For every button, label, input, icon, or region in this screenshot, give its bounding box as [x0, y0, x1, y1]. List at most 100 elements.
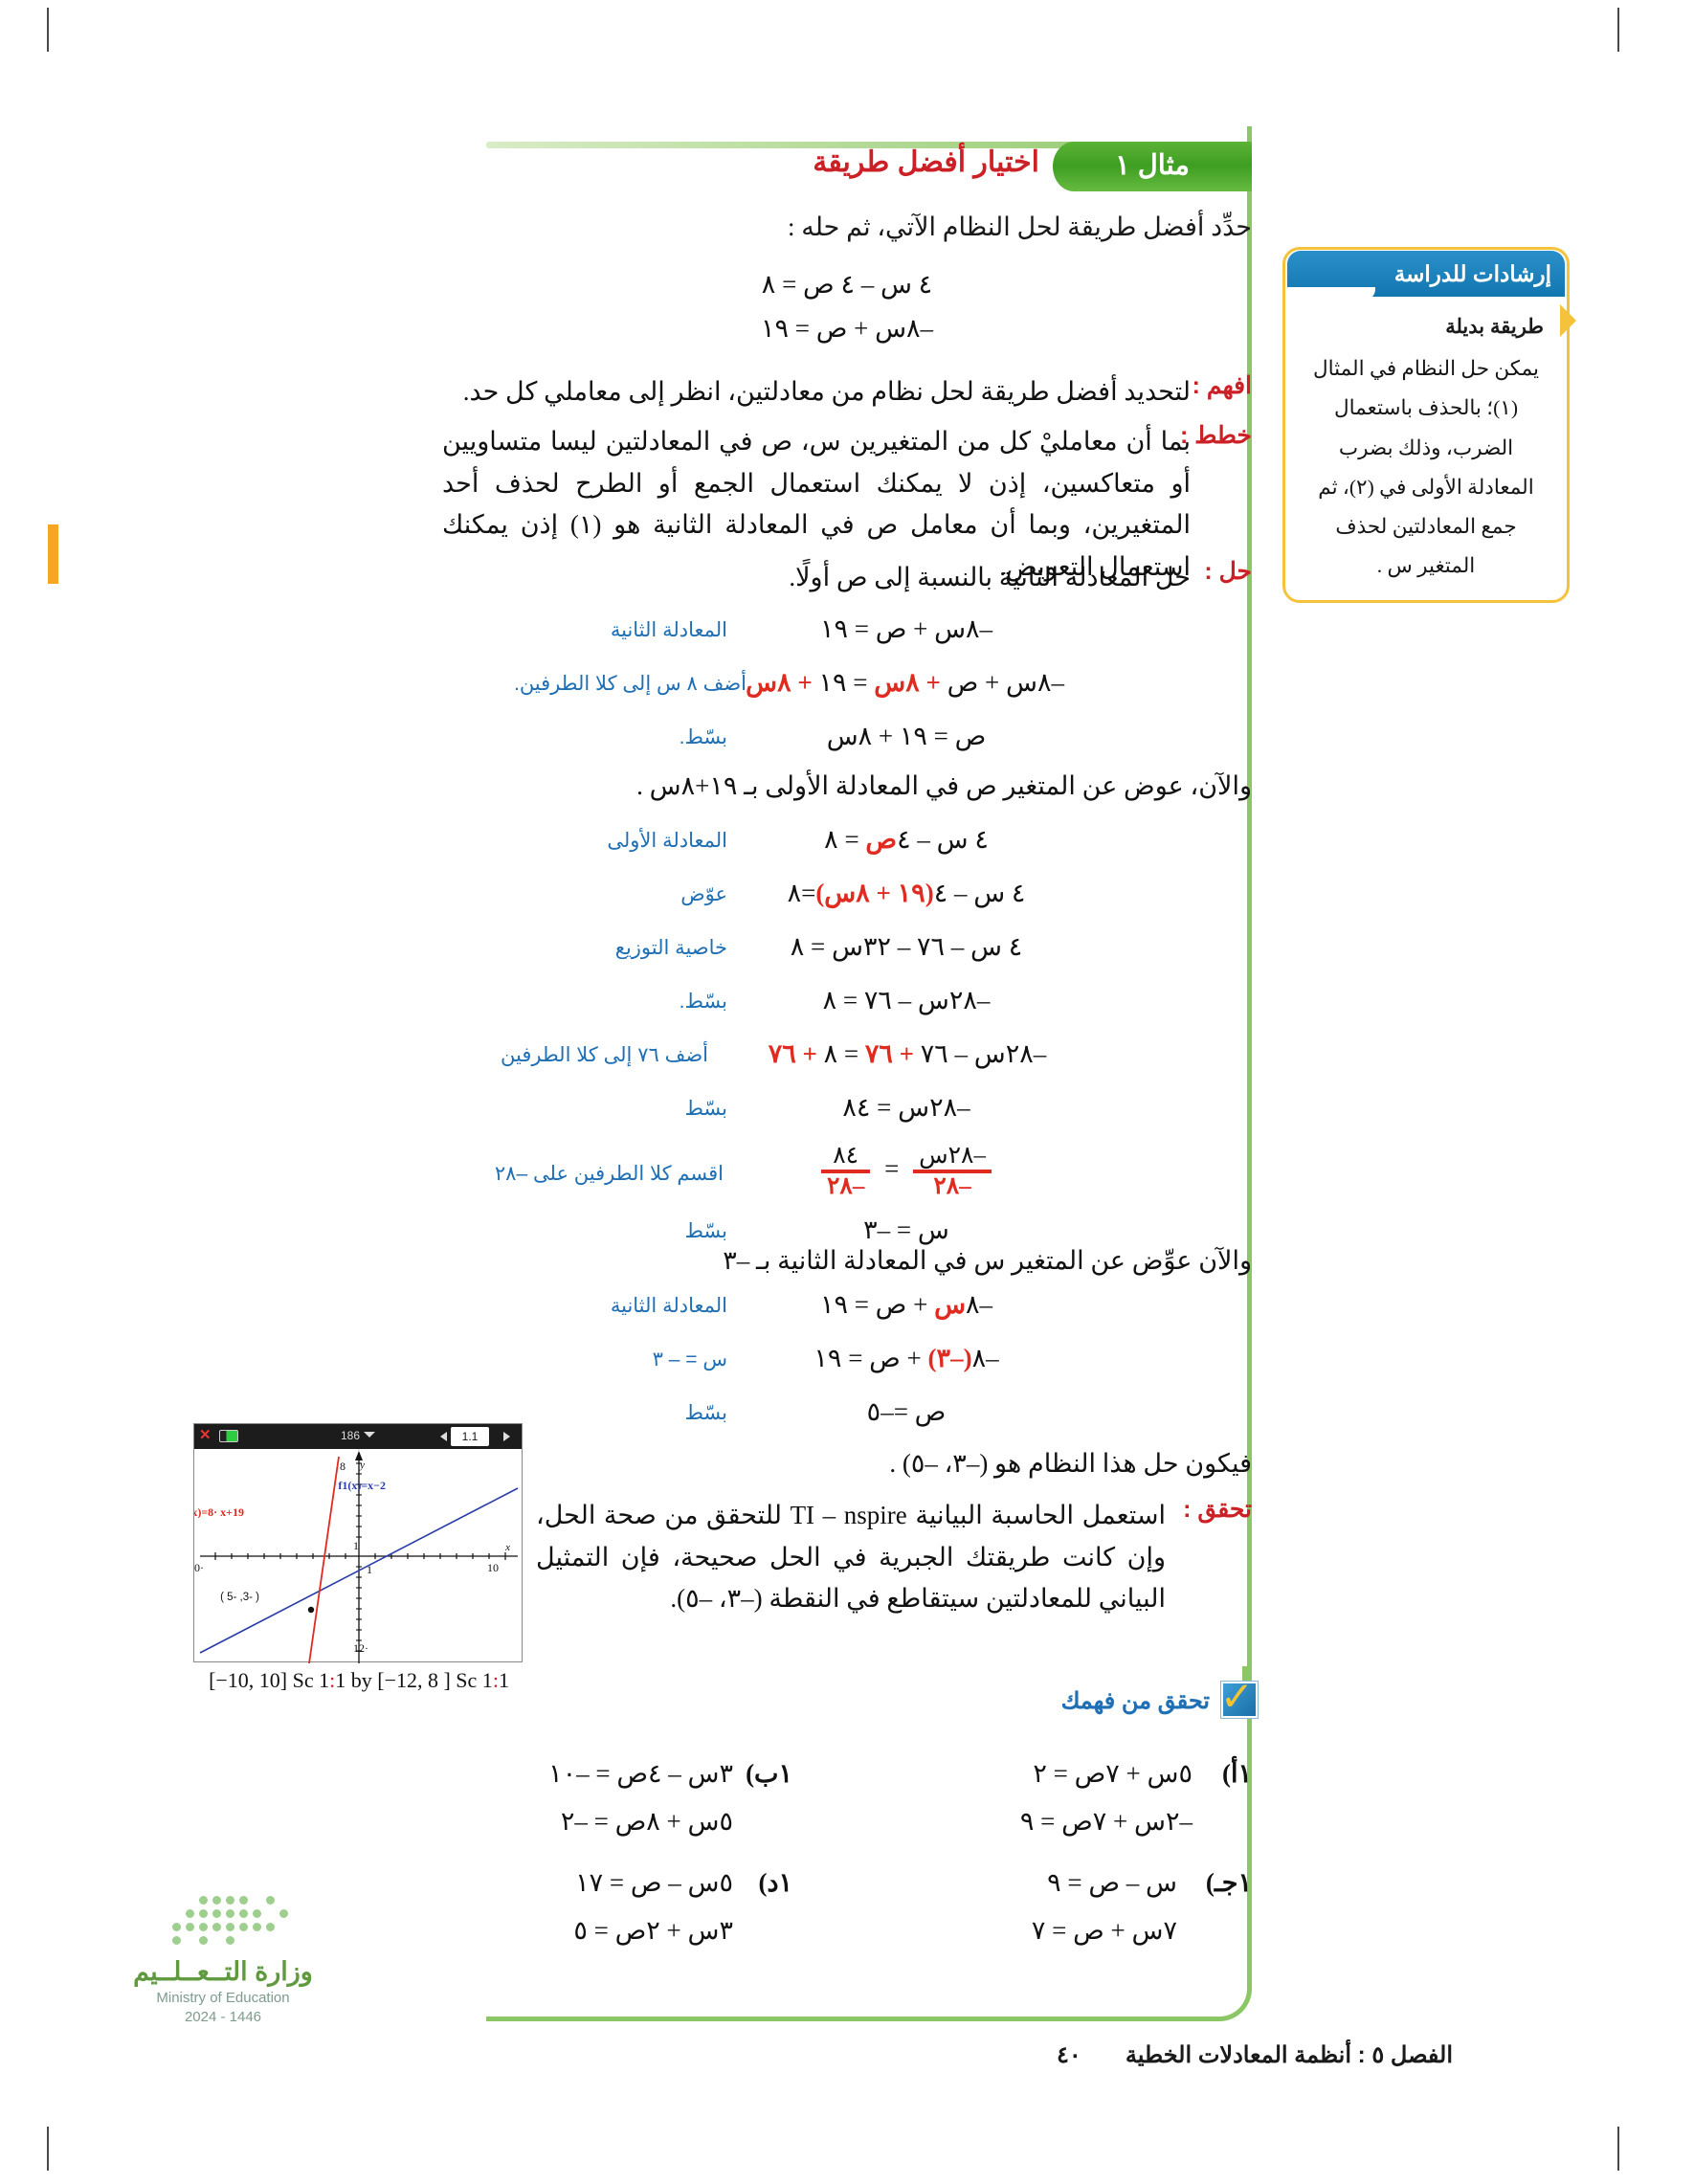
next-page-icon[interactable]: [503, 1432, 510, 1441]
ministry-name-en: Ministry of Education: [156, 1990, 290, 2006]
step-plan-key: خطط :: [1180, 422, 1252, 449]
check-understanding-label: تحقق من فهمك: [1060, 1688, 1210, 1714]
exercise-equation: ٧س + ص = ٧: [1031, 1916, 1177, 1945]
prev-page-icon[interactable]: [440, 1432, 447, 1441]
exercise-equation: ٥س – ص = ١٧: [575, 1868, 733, 1897]
study-tip-header-label: إرشادات للدراسة: [1393, 260, 1551, 286]
calculator-status-bar: ✕ 186 1.1: [194, 1424, 522, 1449]
exercise-number: ١جـ): [1205, 1868, 1252, 1897]
derivation-equation: –٨س + ص = ١٩: [819, 614, 993, 643]
step-plan: خطط : بما أن معامليْ كل من المتغيرين س، …: [442, 421, 1252, 589]
step-understand-key: افهم :: [1192, 372, 1252, 399]
derivation-block-c: –٨س + ص = ١٩ المعادلة الثانية –٨(–٣) + ص…: [442, 1290, 1252, 1451]
derivation-equation: –٢٨س – ٧٦ = ٨: [822, 986, 991, 1014]
example-number-tab: مثال ١: [1053, 142, 1252, 191]
ministry-logo: وزارة التــعــلــيم Ministry of Educatio…: [103, 1890, 362, 2034]
derivation-note: المعادلة الأولى: [607, 830, 727, 852]
derivation-block-b: ٤ س – ٤ص = ٨ المعادلة الأولى ٤ س – ٤(١٩ …: [442, 825, 1252, 1269]
x-axis-label: x: [504, 1542, 510, 1553]
derivation-note: المعادلة الثانية: [610, 619, 727, 641]
derivation-note: بسّط: [684, 1402, 727, 1424]
page-side-tab: [48, 524, 58, 584]
step-understand: افهم : لتحديد أفضل طريقة لحل نظام من معا…: [442, 371, 1252, 413]
step-solve: حل : حل المعادلة الثانية بالنسبة إلى ص أ…: [442, 557, 1252, 599]
calculator-window-caption: [−10, 10] Sc 1:1 by [−12, 8 ] Sc 1:1: [209, 1668, 509, 1692]
derivation-row: ٤ س – ٤ص = ٨ المعادلة الأولى: [442, 825, 1252, 879]
calculator-status-value: 186: [194, 1429, 522, 1442]
exercise-equation: –٢س + ٧ص = ٩: [1019, 1807, 1192, 1836]
example-prompt: حدِّد أفضل طريقة لحل النظام الآتي، ثم حل…: [788, 212, 1252, 241]
derivation-note: س = – ٣: [652, 1348, 727, 1371]
system-equation-2: –٨س + ص = ١٩: [760, 314, 934, 343]
exercise-number: ١د): [758, 1868, 792, 1897]
derivation-note: اقسم كلا الطرفين على –٢٨: [494, 1163, 724, 1185]
y-top-tick: 8: [340, 1460, 345, 1473]
fraction-numerator: –٢٨س: [919, 1143, 986, 1169]
x-right-tick: 10: [487, 1561, 499, 1574]
top-rule-divider: [486, 142, 1252, 148]
study-tip-subtitle: طريقة بديلة: [1445, 316, 1544, 338]
derivation-note: أضف ٧٦ إلى كلا الطرفين: [501, 1044, 708, 1066]
derivation-equation: ص =–٥: [866, 1397, 947, 1426]
derivation-row: –٢٨س – ٧٦ + ٧٦ = ٨ + ٧٦ أضف ٧٦ إلى كلا ا…: [442, 1039, 1252, 1093]
derivation-equation: –٢٨س – ٧٦ + ٧٦ = ٨ + ٧٦: [768, 1039, 1047, 1068]
fraction-right: ٨٤ –٢٨: [821, 1143, 871, 1200]
derivation-row: –٨س + ص = ١٩ المعادلة الثانية: [442, 1290, 1252, 1344]
f1-label: f1(x)=x−2: [338, 1479, 386, 1492]
close-icon[interactable]: ✕: [199, 1427, 212, 1443]
exercise-equation: ٥س + ٨ص = –٢: [560, 1807, 733, 1836]
x-one-tick: 1: [367, 1563, 372, 1576]
system-equation-1: ٤ س – ٤ ص = ٨: [761, 270, 933, 299]
check-icon: ✓: [1219, 1673, 1254, 1720]
calculator-page-indicator: 1.1: [451, 1427, 489, 1446]
derivation-note: بسّط: [684, 1098, 727, 1120]
derivation-row: ص = ١٩ + ٨س بسّط.: [442, 722, 1252, 775]
derivation-row: ٤ س – ٤(١٩ + ٨س)=٨ عوّض: [442, 879, 1252, 932]
chevron-down-icon: [364, 1432, 376, 1437]
derivation-equation: –٨س + ص = ١٩: [819, 1290, 993, 1319]
derivation-note: بسّط: [684, 1220, 727, 1242]
ministry-year: 2024 - 1446: [184, 2009, 262, 2025]
substitution-intro-text: والآن، عوض عن المتغير ص في المعادلة الأو…: [636, 771, 1252, 800]
conclusion-text: فيكون حل هذا النظام هو (–٣، –٥) .: [889, 1449, 1252, 1478]
exercise-equation: ٣س + ٢ص = ٥: [573, 1916, 733, 1945]
equals-sign: =: [884, 1154, 900, 1184]
exercise-equation: ٥س + ٧ص = ٢: [1033, 1759, 1192, 1788]
derivation-row-fraction: –٢٨س –٢٨ = ٨٤ –٢٨ اقسم كلا الطرفين على –…: [442, 1143, 1252, 1215]
exercise-equations: ٥س – ص = ١٧ ٣س + ٢ص = ٥: [573, 1868, 733, 1964]
derivation-note: خاصية التوزيع: [614, 937, 727, 959]
derivation-note: بسّط.: [679, 991, 727, 1013]
study-tip-header: إرشادات للدراسة: [1287, 251, 1565, 297]
x-left-tick: ·10: [194, 1561, 204, 1574]
calculator-screenshot: ✕ 186 1.1: [193, 1423, 523, 1663]
exercise-equations: ٥س + ٧ص = ٢ –٢س + ٧ص = ٩: [1020, 1759, 1192, 1855]
derivation-row: ٤ س – ٧٦ – ٣٢س = ٨ خاصية التوزيع: [442, 932, 1252, 986]
step-plan-text: بما أن معامليْ كل من المتغيرين س، ص في ا…: [442, 427, 1192, 582]
ministry-name-ar: وزارة التــعــلــيم: [133, 1957, 313, 1986]
derivation-row: –٨س + ص + ٨س = ١٩ + ٨س أضف ٨ س إلى كلا ا…: [442, 668, 1252, 722]
banner-stem: [1242, 1666, 1248, 1682]
footer-chapter-title: الفصل ٥ : أنظمة المعادلات الخطية: [1125, 2042, 1453, 2068]
derivation-equation: ٤ س – ٤ص = ٨: [824, 825, 989, 854]
crop-mark-top-right: [1617, 8, 1619, 52]
derivation-equation: ٤ س – ٤(١٩ + ٨س)=٨: [787, 879, 1026, 907]
derivation-note: المعادلة الثانية: [610, 1295, 727, 1317]
derivation-equation-fraction: –٢٨س –٢٨ = ٨٤ –٢٨: [748, 1143, 1064, 1200]
f2-label: f2(x)=8· x+19: [194, 1505, 244, 1519]
logo-dot-pattern: [172, 1890, 316, 1945]
example-title: اختيار أفضل طريقة: [813, 146, 1039, 178]
y-axis-label: y: [359, 1460, 365, 1471]
step-solve-key: حل :: [1204, 558, 1252, 585]
derivation-row: س = –٣ بسّط: [442, 1215, 1252, 1269]
fraction-left: –٢٨س –٢٨: [913, 1143, 992, 1200]
substitution-intro-text-2: والآن عوِّض عن المتغير س في المعادلة الث…: [723, 1246, 1252, 1275]
example-number-label: مثال ١: [1115, 150, 1190, 181]
derivation-note: أضف ٨ س إلى كلا الطرفين.: [513, 673, 747, 695]
step-check: تحقق : استعمل الحاسبة البيانية TI – nspi…: [536, 1495, 1252, 1620]
y-bottom-tick: ·12: [353, 1641, 368, 1655]
derivation-note: بسّط.: [679, 726, 727, 748]
derivation-row: –٢٨س = ٨٤ بسّط: [442, 1093, 1252, 1147]
derivation-row: –٨س + ص = ١٩ المعادلة الثانية: [442, 614, 1252, 668]
derivation-equation: ٤ س – ٧٦ – ٣٢س = ٨: [790, 932, 1023, 961]
calculator-graph: f1(x)=x−2 f2(x)=8· x+19 ( -3, -5 ) 8 1 ·…: [194, 1449, 519, 1663]
